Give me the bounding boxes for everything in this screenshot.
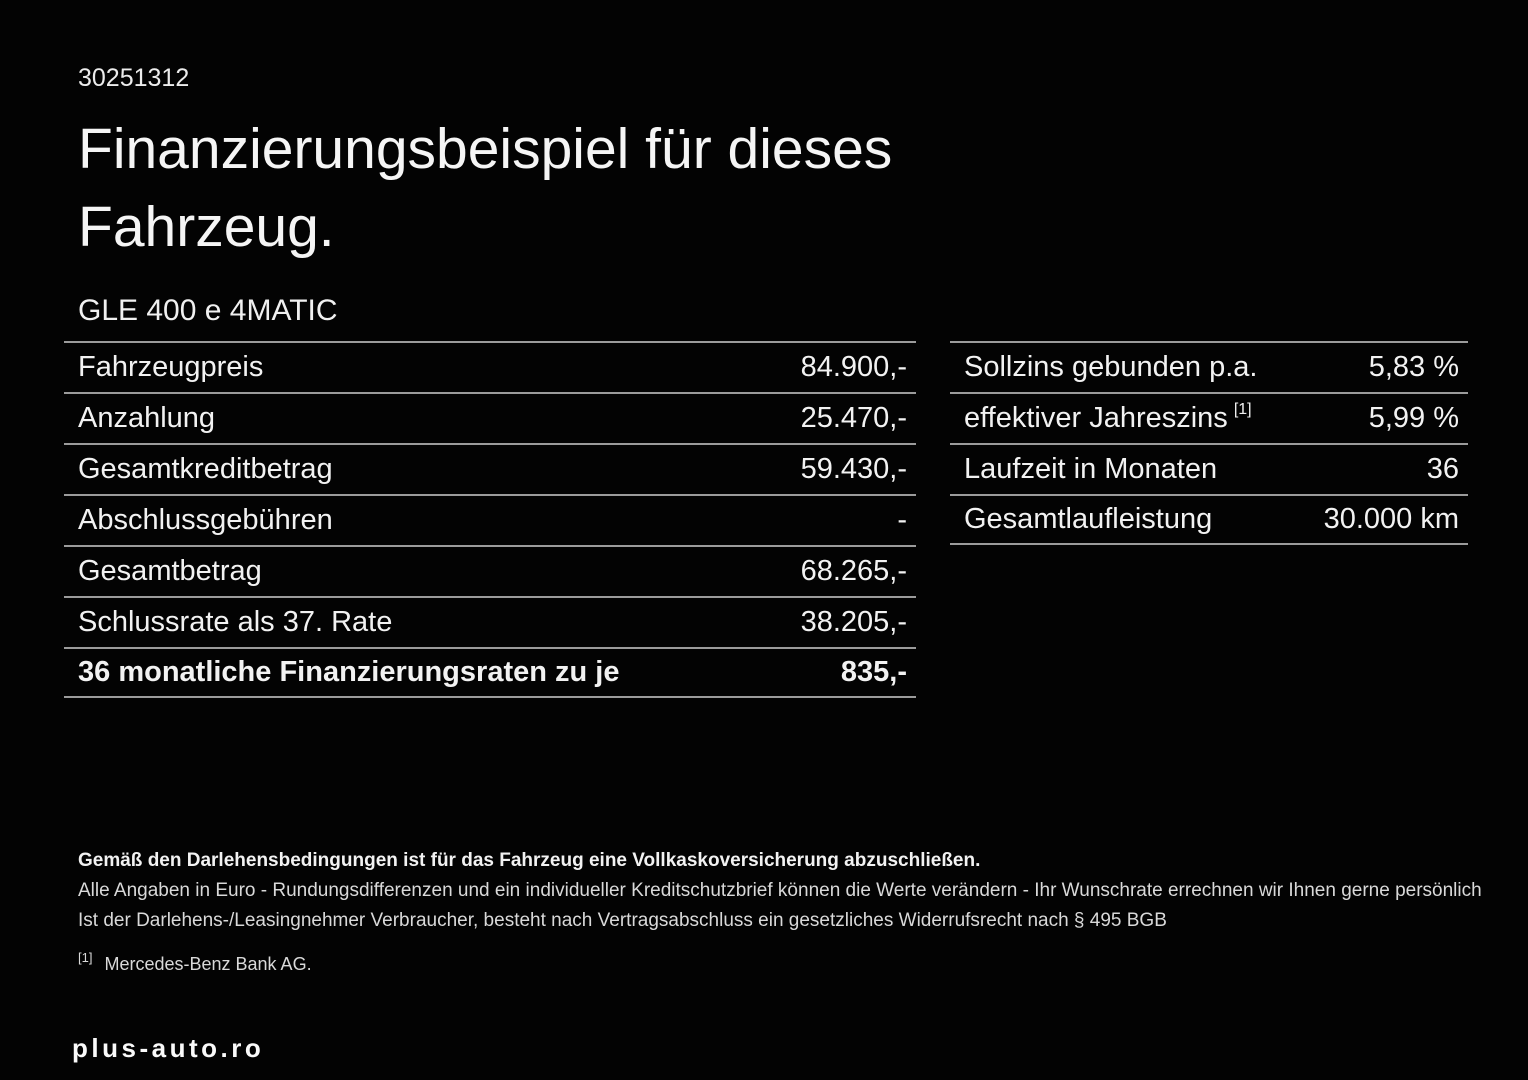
disclaimer-line: Ist der Darlehens-/Leasingnehmer Verbrau… bbox=[78, 910, 1167, 931]
disclaimer-line: Alle Angaben in Euro - Rundungsdifferenz… bbox=[78, 880, 1482, 901]
table-row: Laufzeit in Monaten 36 bbox=[950, 443, 1468, 494]
vehicle-model: GLE 400 e 4MATIC bbox=[78, 294, 338, 327]
table-row: Anzahlung 25.470,- bbox=[64, 392, 916, 443]
row-value: 25.470,- bbox=[800, 402, 907, 434]
footnote-mark: [1] bbox=[78, 950, 93, 965]
table-row: effektiver Jahreszins [1] 5,99 % bbox=[950, 392, 1468, 443]
conditions-table: Sollzins gebunden p.a. 5,83 % effektiver… bbox=[950, 341, 1468, 545]
row-value: 84.900,- bbox=[800, 351, 907, 383]
row-value: 30.000 km bbox=[1323, 503, 1459, 535]
row-value: 5,83 % bbox=[1368, 351, 1459, 383]
row-value: 59.430,- bbox=[800, 453, 907, 485]
row-label: Schlussrate als 37. Rate bbox=[78, 606, 393, 638]
table-row: Gesamtbetrag 68.265,- bbox=[64, 545, 916, 596]
table-row: Abschlussgebühren - bbox=[64, 494, 916, 545]
page-title: Finanzierungsbeispiel für dieses Fahrzeu… bbox=[78, 117, 893, 260]
dealer-watermark: plus-auto.ro bbox=[72, 1033, 265, 1063]
footnote-text: Mercedes-Benz Bank AG. bbox=[104, 954, 312, 974]
row-label: effektiver Jahreszins [1] bbox=[964, 401, 1252, 434]
financing-table: Fahrzeugpreis 84.900,- Anzahlung 25.470,… bbox=[64, 341, 916, 698]
row-label: Fahrzeugpreis bbox=[78, 351, 264, 383]
row-value: 38.205,- bbox=[800, 606, 907, 638]
row-label: Anzahlung bbox=[78, 402, 216, 434]
row-label: 36 monatliche Finanzierungsraten zu je bbox=[78, 656, 620, 688]
insurance-note: Gemäß den Darlehensbedingungen ist für d… bbox=[78, 850, 981, 871]
vehicle-id: 30251312 bbox=[78, 64, 190, 92]
table-row: Fahrzeugpreis 84.900,- bbox=[64, 341, 916, 392]
footnote-mark: [1] bbox=[1233, 401, 1252, 419]
row-value: 36 bbox=[1426, 453, 1459, 485]
row-label: Gesamtlaufleistung bbox=[964, 503, 1213, 535]
row-value: - bbox=[897, 504, 907, 536]
row-label: Sollzins gebunden p.a. bbox=[964, 351, 1258, 383]
row-label: Gesamtbetrag bbox=[78, 555, 262, 587]
table-row: Gesamtkreditbetrag 59.430,- bbox=[64, 443, 916, 494]
row-value: 835,- bbox=[840, 656, 907, 688]
table-row: Sollzins gebunden p.a. 5,83 % bbox=[950, 341, 1468, 392]
row-value: 5,99 % bbox=[1368, 402, 1459, 434]
bank-footnote: [1] Mercedes-Benz Bank AG. bbox=[78, 944, 1458, 979]
row-value: 68.265,- bbox=[800, 555, 907, 587]
table-row-monthly-rate: 36 monatliche Finanzierungsraten zu je 8… bbox=[64, 647, 916, 698]
row-label: Abschlussgebühren bbox=[78, 504, 333, 536]
table-row: Schlussrate als 37. Rate 38.205,- bbox=[64, 596, 916, 647]
row-label: Gesamtkreditbetrag bbox=[78, 453, 333, 485]
row-label: Laufzeit in Monaten bbox=[964, 453, 1218, 485]
legal-footer: Gemäß den Darlehensbedingungen ist für d… bbox=[78, 846, 1482, 979]
table-row: Gesamtlaufleistung 30.000 km bbox=[950, 494, 1468, 545]
